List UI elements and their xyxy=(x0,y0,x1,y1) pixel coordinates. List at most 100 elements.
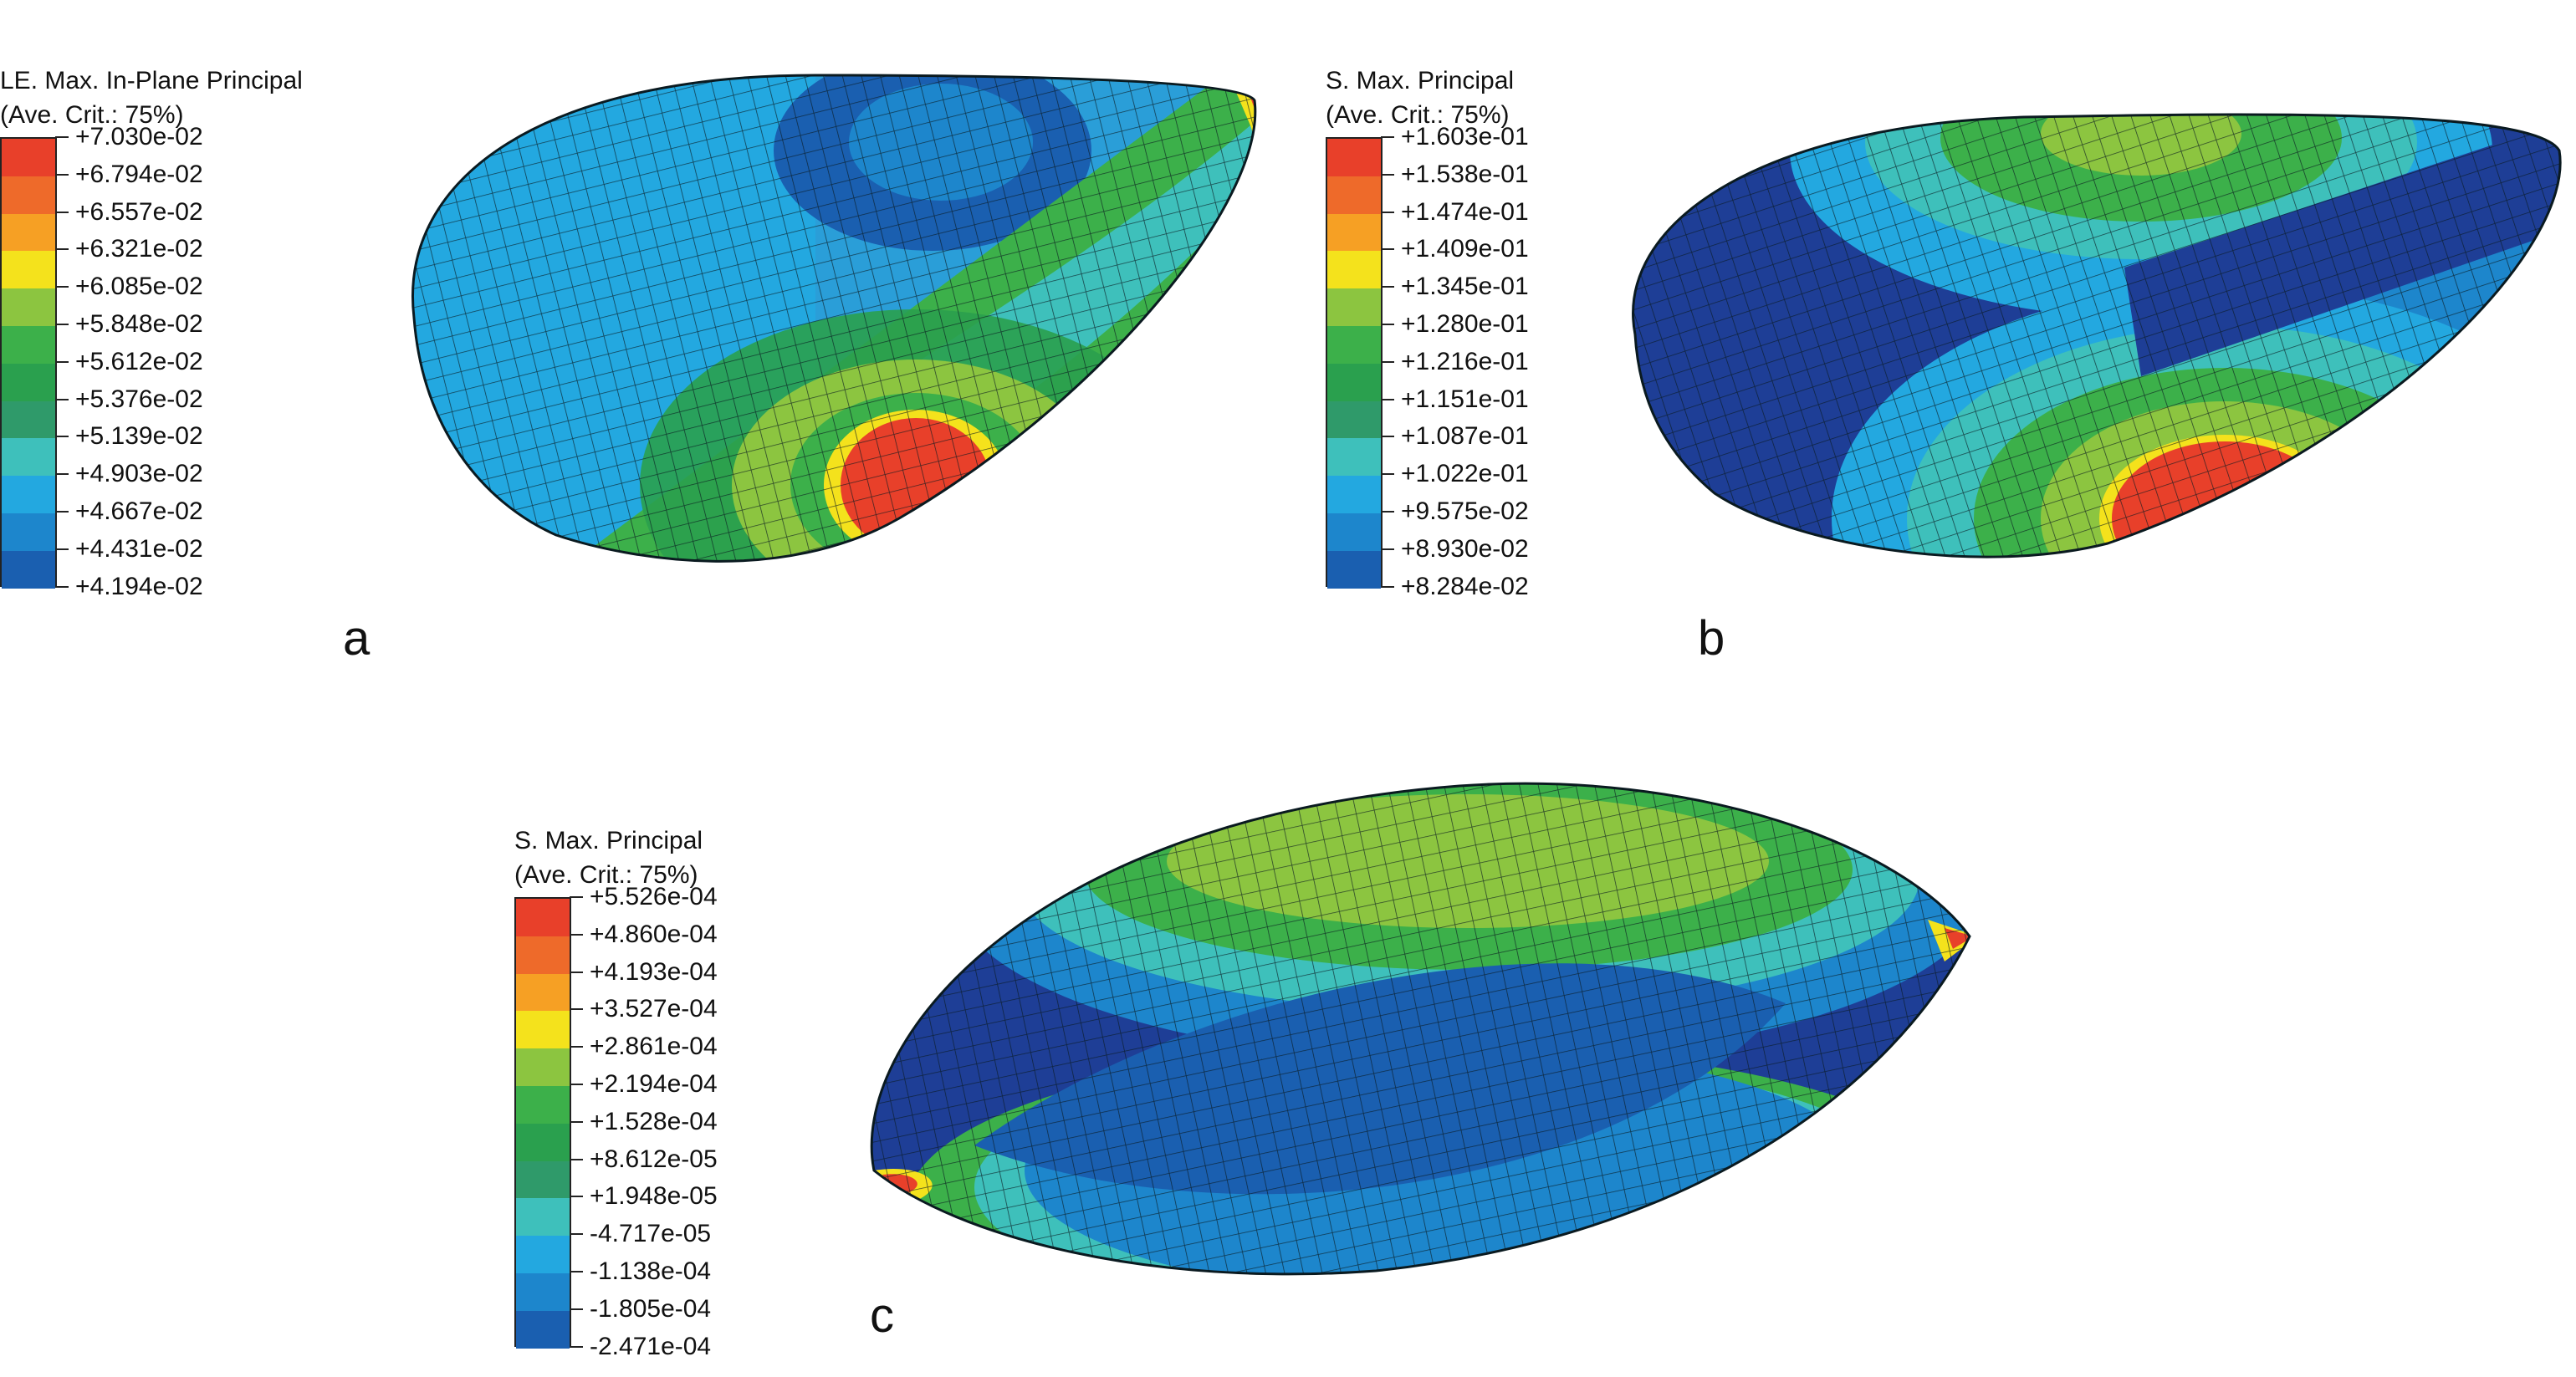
legend-tick-label: +5.376e-02 xyxy=(75,385,203,413)
legend-swatch xyxy=(2,139,55,176)
legend-tick-label: -1.805e-04 xyxy=(590,1294,712,1323)
legend-tick-label: +8.612e-05 xyxy=(590,1145,718,1173)
legend-tick-label: +1.409e-01 xyxy=(1401,235,1529,263)
legend-swatch xyxy=(516,1273,570,1311)
legend-tick xyxy=(55,511,69,513)
legend-tick-label: +5.139e-02 xyxy=(75,422,203,451)
legend-swatch xyxy=(516,1160,570,1199)
legend-tick-label: +7.030e-02 xyxy=(75,123,203,150)
legend-tick xyxy=(55,436,69,438)
legend-tick-label: +1.345e-01 xyxy=(1401,273,1529,301)
legend-tick xyxy=(55,324,69,325)
legend-tick-label: +4.193e-04 xyxy=(590,957,718,986)
legend-color-scale: +1.603e-01 +1.538e-01 +1.474e-01 +1.409e-01… xyxy=(1326,124,1529,600)
legend-tick xyxy=(55,398,69,400)
legend-swatch xyxy=(2,176,55,214)
legend-tick xyxy=(55,286,69,288)
legend-swatch xyxy=(516,1198,570,1237)
legend-tick xyxy=(570,896,583,898)
legend-swatch xyxy=(2,326,55,364)
legend-tick xyxy=(55,473,69,476)
legend-swatch xyxy=(1327,476,1381,513)
legend-subtitle: (Ave. Crit.: 75%) xyxy=(514,861,698,889)
legend-tick-label: +5.526e-04 xyxy=(590,883,718,910)
legend-swatch xyxy=(1327,326,1381,364)
panel-label: c xyxy=(870,1288,894,1343)
legend-swatch xyxy=(516,1011,570,1049)
legend-tick xyxy=(570,1008,583,1011)
legend-tick xyxy=(570,1271,583,1272)
legend-tick xyxy=(55,585,69,588)
legend-tick-label: -2.471e-04 xyxy=(590,1332,712,1360)
legend-tick-label: +4.194e-02 xyxy=(75,572,203,600)
legend-swatch-column xyxy=(0,137,57,589)
legend-swatch xyxy=(516,1236,570,1273)
legend-swatch xyxy=(1327,513,1381,551)
legend-color-scale: +7.030e-02 +6.794e-02 +6.557e-02 +6.321e-02… xyxy=(0,124,303,600)
legend-swatch xyxy=(2,400,55,439)
legend-tick-label: +6.085e-02 xyxy=(75,273,203,301)
legend-tick-label: +1.151e-01 xyxy=(1401,385,1529,413)
legend-tick-label: +1.603e-01 xyxy=(1401,123,1529,150)
legend-swatch xyxy=(1327,288,1381,326)
legend-tick xyxy=(1381,360,1394,363)
legend-tick xyxy=(570,1233,583,1236)
legend-swatch xyxy=(1327,213,1381,252)
legend-tick xyxy=(55,211,69,213)
fe-model-b xyxy=(1632,113,2562,558)
legend-tick-label: +1.474e-01 xyxy=(1401,197,1529,226)
legend-tick-label: +4.903e-02 xyxy=(75,460,203,488)
legend-tick-label: +9.575e-02 xyxy=(1401,497,1529,525)
legend-swatch xyxy=(2,476,55,513)
legend-tick-label: +2.194e-04 xyxy=(590,1070,718,1098)
legend-tick-label: +1.528e-04 xyxy=(590,1107,718,1135)
legend-swatch xyxy=(1327,438,1381,477)
legend-tick xyxy=(1381,548,1394,550)
legend-tick-label: +3.527e-04 xyxy=(590,995,718,1023)
legend-color-scale: +5.526e-04 +4.860e-04 +4.193e-04 +3.527e-04… xyxy=(514,884,718,1360)
legend-swatch xyxy=(2,438,55,477)
legend-b: S. Max. Principal (Ave. Crit.: 75%) +1.6… xyxy=(1326,64,1529,600)
legend-tick xyxy=(55,248,69,251)
legend-tick-label: +4.860e-04 xyxy=(590,920,718,948)
legend-tick xyxy=(570,971,583,973)
legend-tick-label: +6.794e-02 xyxy=(75,160,203,188)
legend-tick-label: +2.861e-04 xyxy=(590,1033,718,1061)
legend-swatch-column xyxy=(1326,137,1383,589)
legend-swatch xyxy=(1327,251,1381,289)
legend-tick-label: +5.612e-02 xyxy=(75,347,203,375)
legend-swatch xyxy=(516,1086,570,1124)
legend-swatch xyxy=(1327,139,1381,176)
legend-swatch xyxy=(2,550,55,589)
legend-swatch xyxy=(516,936,570,974)
legend-tick-label: +4.667e-02 xyxy=(75,497,203,525)
legend-swatch xyxy=(516,899,570,936)
legend-tick xyxy=(570,1196,583,1198)
legend-tick-label: +1.948e-05 xyxy=(590,1182,718,1211)
legend-tick xyxy=(1381,286,1394,288)
legend-swatch xyxy=(2,213,55,252)
fe-model-c xyxy=(870,782,1971,1276)
legend-tick xyxy=(1381,398,1394,400)
legend-swatch xyxy=(2,513,55,551)
legend-swatch-column xyxy=(514,897,571,1349)
legend-tick-label: +5.848e-02 xyxy=(75,310,203,338)
legend-swatch xyxy=(2,251,55,289)
legend-swatch xyxy=(516,1048,570,1086)
legend-tick-label: +1.538e-01 xyxy=(1401,160,1529,188)
legend-a: LE. Max. In-Plane Principal (Ave. Crit.:… xyxy=(0,64,303,600)
legend-tick xyxy=(1381,324,1394,325)
legend-tick xyxy=(570,1345,583,1348)
legend-tick xyxy=(55,136,69,138)
legend-swatch xyxy=(516,973,570,1012)
legend-tick-label: +8.930e-02 xyxy=(1401,534,1529,563)
panel-label: b xyxy=(1698,611,1725,666)
legend-swatch xyxy=(1327,550,1381,589)
legend-tick-label: -4.717e-05 xyxy=(590,1220,712,1248)
legend-tick xyxy=(1381,136,1394,138)
legend-swatch xyxy=(2,363,55,401)
legend-tick-label: +1.022e-01 xyxy=(1401,460,1529,488)
legend-swatch xyxy=(516,1123,570,1161)
legend-tick xyxy=(1381,511,1394,513)
legend-tick xyxy=(570,1046,583,1048)
